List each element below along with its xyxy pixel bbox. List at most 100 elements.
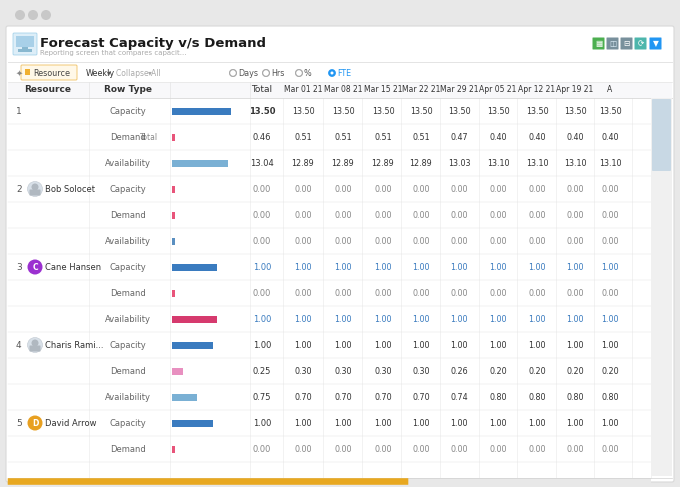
Text: 1.00: 1.00 xyxy=(566,418,583,428)
Text: Weekly: Weekly xyxy=(86,69,115,77)
Text: 13.50: 13.50 xyxy=(526,107,548,115)
Text: 1.00: 1.00 xyxy=(566,315,583,323)
Text: Total: Total xyxy=(140,132,158,142)
Text: Demand: Demand xyxy=(110,288,146,298)
Text: 0.00: 0.00 xyxy=(253,445,271,453)
Text: 0.00: 0.00 xyxy=(294,237,311,245)
Text: 0.40: 0.40 xyxy=(566,132,583,142)
Text: Mar 08 21: Mar 08 21 xyxy=(324,86,362,94)
Text: 0.25: 0.25 xyxy=(253,367,271,375)
Bar xyxy=(172,316,217,322)
Circle shape xyxy=(31,339,39,346)
Bar xyxy=(172,160,228,167)
Text: 13.50: 13.50 xyxy=(564,107,586,115)
Text: 0.00: 0.00 xyxy=(253,210,271,220)
Text: 0.00: 0.00 xyxy=(450,445,468,453)
Text: 0.00: 0.00 xyxy=(374,288,392,298)
Circle shape xyxy=(328,70,335,76)
Text: 0.70: 0.70 xyxy=(412,393,430,401)
Circle shape xyxy=(296,70,303,76)
Text: 1.00: 1.00 xyxy=(566,262,583,271)
Text: 0.00: 0.00 xyxy=(374,237,392,245)
Circle shape xyxy=(27,415,42,431)
Text: Availability: Availability xyxy=(105,393,151,401)
Bar xyxy=(18,49,32,52)
Text: 0.00: 0.00 xyxy=(374,210,392,220)
Bar xyxy=(8,254,651,332)
Bar xyxy=(172,133,175,141)
FancyBboxPatch shape xyxy=(7,478,408,485)
Text: 1.00: 1.00 xyxy=(489,340,507,350)
Text: Reporting screen that compares capacit...: Reporting screen that compares capacit..… xyxy=(40,50,186,56)
Text: Apr 12 21: Apr 12 21 xyxy=(518,86,556,94)
Circle shape xyxy=(231,70,236,76)
Text: 0.40: 0.40 xyxy=(601,132,619,142)
Text: 1.00: 1.00 xyxy=(412,340,430,350)
Text: Hrs: Hrs xyxy=(271,69,284,77)
Text: A: A xyxy=(607,86,613,94)
Text: 1.00: 1.00 xyxy=(601,315,619,323)
Text: 0.00: 0.00 xyxy=(253,288,271,298)
Text: 0.00: 0.00 xyxy=(566,210,583,220)
Circle shape xyxy=(230,70,237,76)
Text: 0.00: 0.00 xyxy=(335,445,352,453)
Bar xyxy=(172,341,214,349)
Text: ◫: ◫ xyxy=(609,39,616,48)
Text: Resource: Resource xyxy=(33,69,70,77)
Text: 0.00: 0.00 xyxy=(253,185,271,193)
Text: 0.20: 0.20 xyxy=(566,367,584,375)
Text: ⟳: ⟳ xyxy=(637,39,644,48)
Text: 0.00: 0.00 xyxy=(601,210,619,220)
Circle shape xyxy=(15,10,25,20)
Text: 0.51: 0.51 xyxy=(294,132,312,142)
Text: 0.46: 0.46 xyxy=(253,132,271,142)
Text: 0.00: 0.00 xyxy=(294,445,311,453)
Text: 1.00: 1.00 xyxy=(528,340,546,350)
Text: ▾: ▾ xyxy=(148,69,152,77)
Text: 0.00: 0.00 xyxy=(294,210,311,220)
Text: 1.00: 1.00 xyxy=(335,315,352,323)
Text: 1.00: 1.00 xyxy=(489,418,507,428)
Text: Capacity: Capacity xyxy=(109,340,146,350)
Text: Capacity: Capacity xyxy=(109,418,146,428)
Text: 0.00: 0.00 xyxy=(566,445,583,453)
Text: 13.10: 13.10 xyxy=(526,158,548,168)
Text: ▾: ▾ xyxy=(107,69,111,77)
Text: 0.51: 0.51 xyxy=(334,132,352,142)
Bar xyxy=(172,211,175,219)
Text: ⊟: ⊟ xyxy=(624,39,630,48)
Circle shape xyxy=(330,72,333,75)
Text: Total: Total xyxy=(252,86,273,94)
Text: Demand: Demand xyxy=(110,445,146,453)
Text: 0.00: 0.00 xyxy=(335,185,352,193)
Bar xyxy=(172,108,231,114)
Text: Mar 01 21: Mar 01 21 xyxy=(284,86,322,94)
Text: 12.89: 12.89 xyxy=(332,158,354,168)
Text: %: % xyxy=(304,69,311,77)
Text: 0.00: 0.00 xyxy=(412,445,430,453)
Text: Row Type: Row Type xyxy=(104,86,152,94)
Text: 0.51: 0.51 xyxy=(374,132,392,142)
Text: 0.26: 0.26 xyxy=(450,367,468,375)
Text: Availability: Availability xyxy=(105,315,151,323)
Text: 13.10: 13.10 xyxy=(599,158,622,168)
Text: 13.04: 13.04 xyxy=(250,158,274,168)
Text: 0.70: 0.70 xyxy=(334,393,352,401)
Circle shape xyxy=(296,70,302,76)
Text: 0.00: 0.00 xyxy=(566,185,583,193)
Text: 1.00: 1.00 xyxy=(450,418,468,428)
Text: 0.30: 0.30 xyxy=(294,367,311,375)
Text: 1.00: 1.00 xyxy=(374,418,392,428)
Circle shape xyxy=(27,260,42,275)
Text: 0.00: 0.00 xyxy=(601,288,619,298)
Text: 5: 5 xyxy=(16,418,22,428)
Text: 0.00: 0.00 xyxy=(566,288,583,298)
Text: 1.00: 1.00 xyxy=(253,340,271,350)
Text: 0.00: 0.00 xyxy=(528,210,546,220)
Text: Mar 29 21: Mar 29 21 xyxy=(440,86,478,94)
Text: 0.00: 0.00 xyxy=(489,288,507,298)
Bar xyxy=(172,186,175,192)
FancyBboxPatch shape xyxy=(13,33,37,55)
Text: 0.00: 0.00 xyxy=(601,445,619,453)
FancyBboxPatch shape xyxy=(620,37,632,50)
